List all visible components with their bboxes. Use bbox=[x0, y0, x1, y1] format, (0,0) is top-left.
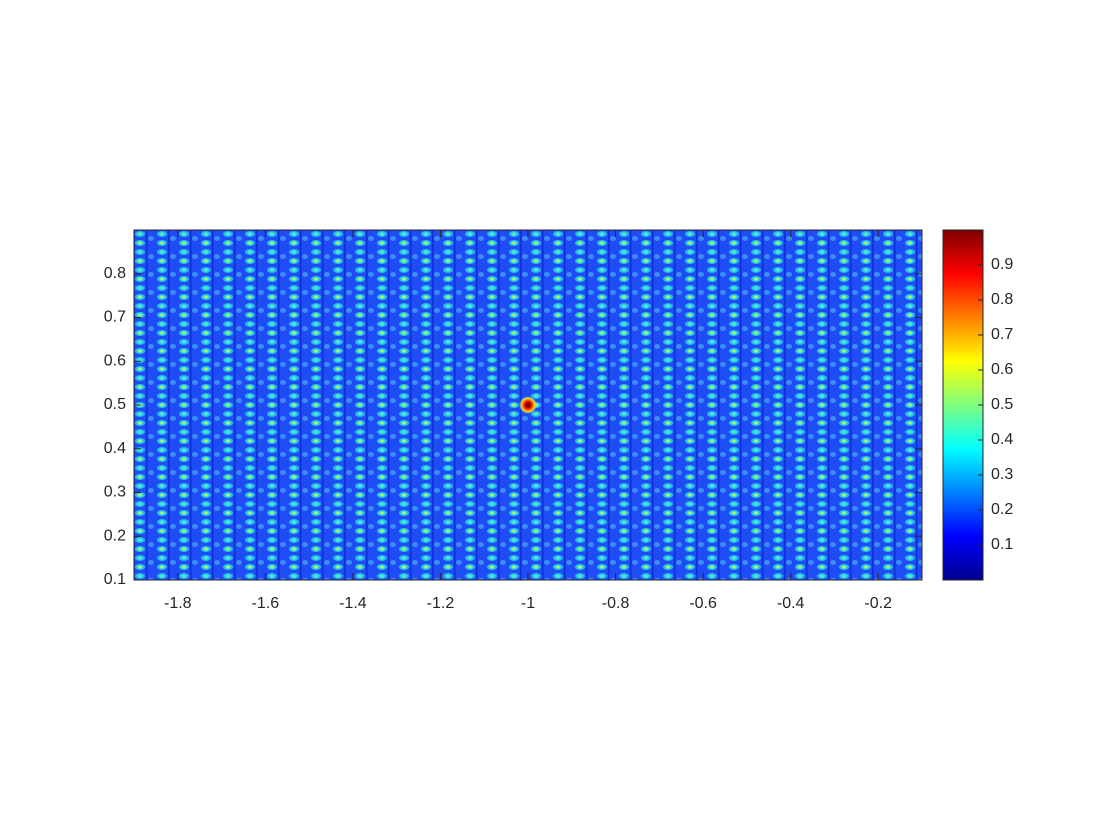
y-tick-label: 0.8 bbox=[104, 265, 126, 282]
x-tick-label: -1.6 bbox=[252, 595, 280, 612]
y-tick-label: 0.6 bbox=[104, 352, 126, 369]
peak-point bbox=[525, 402, 531, 408]
y-tick-label: 0.3 bbox=[104, 484, 126, 501]
colorbar-tick-label: 0.2 bbox=[991, 501, 1013, 518]
y-tick-label: 0.4 bbox=[104, 440, 126, 457]
x-tick-label: -1.2 bbox=[427, 595, 455, 612]
colorbar bbox=[943, 230, 983, 580]
colorbar-tick-label: 0.7 bbox=[991, 326, 1013, 343]
x-tick-label: -0.4 bbox=[777, 595, 805, 612]
x-tick-label: -0.8 bbox=[602, 595, 630, 612]
colorbar-tick-label: 0.8 bbox=[991, 291, 1013, 308]
x-tick-label: -0.6 bbox=[689, 595, 717, 612]
x-tick-label: -1 bbox=[521, 595, 535, 612]
colorbar-tick-label: 0.9 bbox=[991, 256, 1013, 273]
colorbar-tick-label: 0.4 bbox=[991, 431, 1013, 448]
colorbar-tick-label: 0.3 bbox=[991, 466, 1013, 483]
y-tick-label: 0.5 bbox=[104, 396, 126, 413]
colorbar-tick-label: 0.6 bbox=[991, 361, 1013, 378]
colorbar-tick-label: 0.1 bbox=[991, 536, 1013, 553]
y-tick-label: 0.2 bbox=[104, 527, 126, 544]
y-tick-label: 0.7 bbox=[104, 309, 126, 326]
x-tick-label: -1.8 bbox=[164, 595, 192, 612]
y-tick-label: 0.1 bbox=[104, 571, 126, 588]
x-tick-label: -0.2 bbox=[864, 595, 892, 612]
chart-layer bbox=[519, 396, 537, 414]
x-tick-label: -1.4 bbox=[339, 595, 367, 612]
colorbar-tick-label: 0.5 bbox=[991, 396, 1013, 413]
